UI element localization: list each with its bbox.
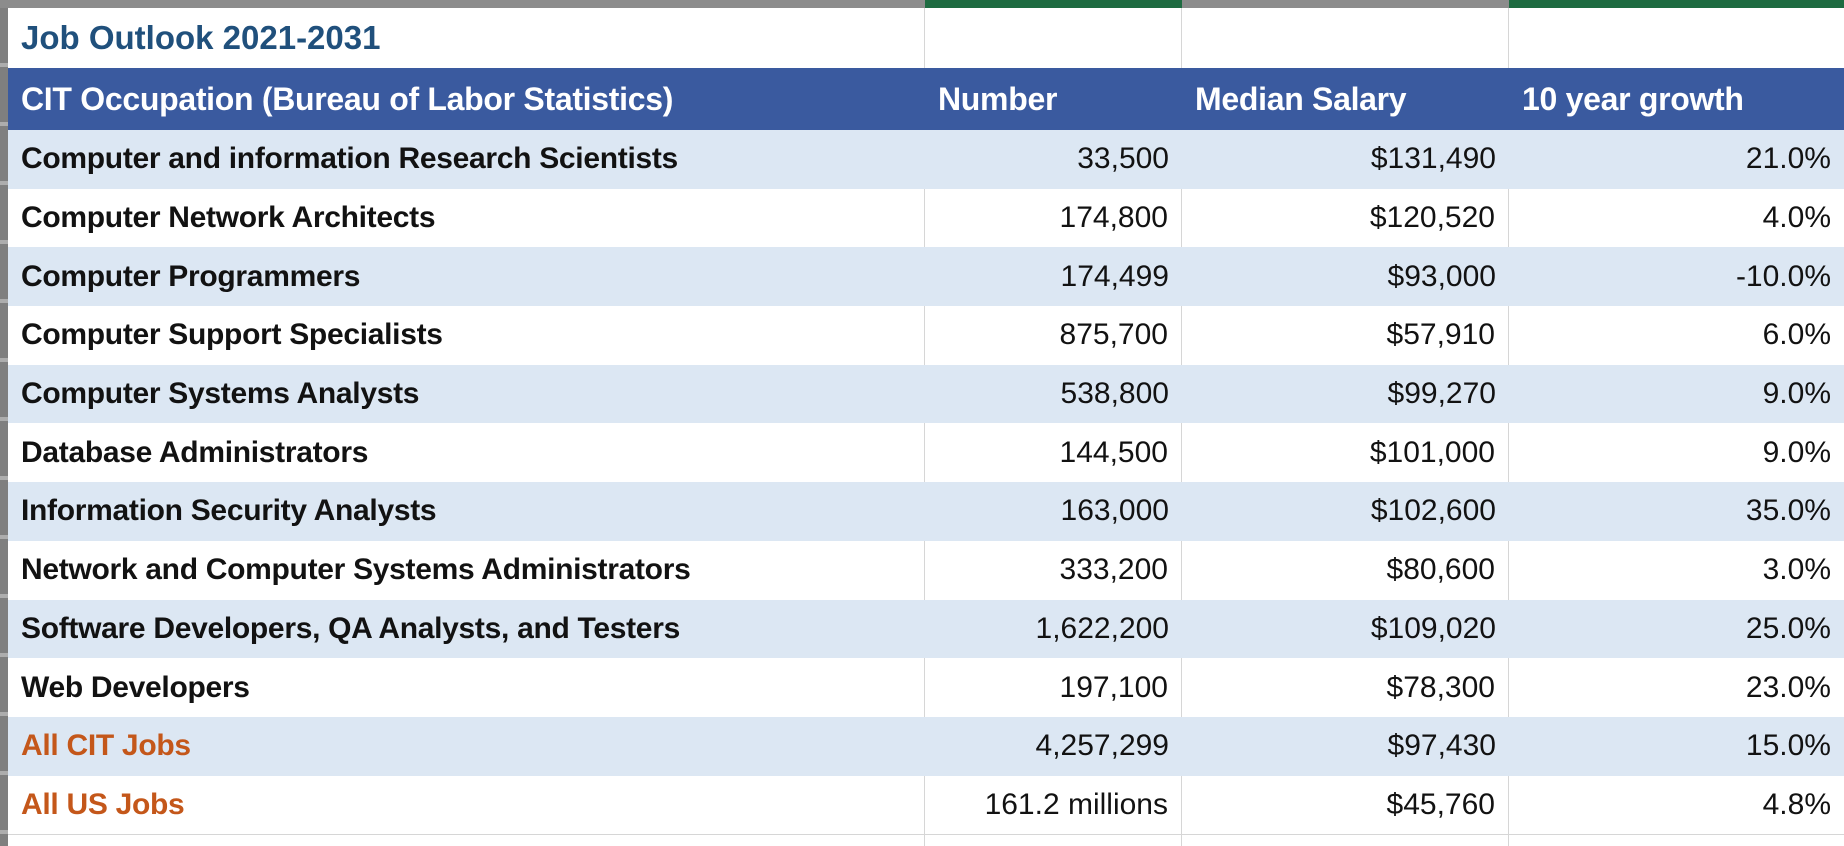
cell-median-salary[interactable]: $131,490	[1370, 142, 1496, 176]
table-row: Computer Systems Analysts 538,800 $99,270 9…	[8, 364, 1844, 424]
cell-number[interactable]: 875,700	[925, 306, 1182, 365]
cell-occupation[interactable]: Computer Support Specialists	[8, 306, 925, 365]
cell-growth[interactable]: 9.0%	[1762, 435, 1831, 469]
cell-occupation[interactable]: Computer Systems Analysts	[21, 377, 420, 411]
cell-growth[interactable]: 3.0%	[1762, 553, 1831, 587]
cell-median-salary[interactable]: $101,000	[1182, 423, 1509, 483]
table-row: Computer and information Research Scient…	[8, 130, 1844, 189]
cell-occupation[interactable]: Software Developers, QA Analysts, and Te…	[21, 611, 680, 645]
table-row: All CIT Jobs 4,257,299 $97,430 15.0%	[8, 716, 1844, 776]
cell-growth[interactable]: 4.8%	[1762, 787, 1831, 821]
cell-number[interactable]: 197,100	[925, 658, 1182, 717]
cell-number[interactable]: 538,800	[1060, 377, 1169, 411]
cell-occupation[interactable]: All US Jobs	[8, 775, 925, 835]
cell-median-salary[interactable]: $78,300	[1182, 658, 1509, 717]
cell-number[interactable]: 144,500	[925, 423, 1182, 483]
header-cell-number[interactable]: Number	[938, 80, 1058, 117]
cell-median-salary[interactable]: $93,000	[1387, 259, 1496, 293]
header-cell-growth[interactable]: 10 year growth	[1522, 80, 1744, 117]
top-strip-gray-segment	[0, 0, 925, 8]
table-row: Web Developers 197,100 $78,300 23.0%	[8, 658, 1844, 717]
cell-occupation[interactable]: Database Administrators	[8, 423, 925, 483]
top-strip-green-segment	[925, 0, 1182, 8]
cell-number[interactable]: 33,500	[1077, 142, 1169, 176]
cell-growth[interactable]: 6.0%	[1762, 318, 1831, 352]
table-row: Information Security Analysts 163,000 $102…	[8, 482, 1844, 541]
table-row: Network and Computer Systems Administrat…	[8, 540, 1844, 600]
cell-occupation[interactable]: All CIT Jobs	[21, 729, 191, 763]
sheet-title-cell[interactable]: Job Outlook 2021-2031	[8, 8, 925, 68]
empty-cell[interactable]	[925, 8, 1182, 68]
cell-growth[interactable]: 35.0%	[1745, 494, 1831, 528]
worksheet-grid: Job Outlook 2021-2031 CIT Occupation (Bu…	[8, 8, 1844, 846]
cell-occupation[interactable]: Network and Computer Systems Administrat…	[8, 540, 925, 600]
cell-growth[interactable]: 15.0%	[1745, 729, 1831, 763]
empty-cell[interactable]	[1182, 8, 1509, 68]
cell-occupation[interactable]: Computer Network Architects	[8, 188, 925, 248]
cell-occupation[interactable]: Web Developers	[8, 658, 925, 717]
cell-median-salary[interactable]: $80,600	[1182, 540, 1509, 600]
empty-cell	[1182, 835, 1509, 846]
cell-median-salary[interactable]: $120,520	[1182, 188, 1509, 248]
table-row: All US Jobs 161.2 millions $45,760 4.8%	[8, 775, 1844, 835]
cell-number[interactable]: 174,800	[925, 188, 1182, 248]
cell-median-salary[interactable]: $102,600	[1370, 494, 1496, 528]
cell-growth[interactable]: 4.0%	[1762, 201, 1831, 235]
top-strip-gray-segment	[1182, 0, 1509, 8]
table-row: Software Developers, QA Analysts, and Te…	[8, 599, 1844, 659]
cell-number[interactable]: 163,000	[1060, 494, 1169, 528]
cell-growth[interactable]: 9.0%	[1762, 377, 1831, 411]
cell-median-salary[interactable]: $99,270	[1387, 377, 1496, 411]
cell-occupation[interactable]: Computer Programmers	[21, 259, 361, 293]
table-row: Computer Programmers 174,499 $93,000 -10.0%	[8, 247, 1844, 307]
table-row: Computer Support Specialists 875,700 $57,9…	[8, 306, 1844, 365]
empty-cell[interactable]	[1509, 8, 1844, 68]
cell-median-salary[interactable]: $45,760	[1182, 775, 1509, 835]
cell-median-salary[interactable]: $109,020	[1370, 611, 1496, 645]
cell-median-salary[interactable]: $97,430	[1387, 729, 1496, 763]
cell-number[interactable]: 4,257,299	[1035, 729, 1169, 763]
cell-growth[interactable]: 25.0%	[1745, 611, 1831, 645]
header-cell-occupation[interactable]: CIT Occupation (Bureau of Labor Statisti…	[21, 80, 674, 117]
cell-number[interactable]: 1,622,200	[1035, 611, 1169, 645]
cell-occupation[interactable]: Information Security Analysts	[21, 494, 437, 528]
cell-number[interactable]: 161.2 millions	[925, 775, 1182, 835]
cell-occupation[interactable]: Computer and information Research Scient…	[21, 142, 678, 176]
cell-growth[interactable]: 23.0%	[1745, 670, 1831, 704]
cell-growth[interactable]: 21.0%	[1745, 142, 1831, 176]
title-row: Job Outlook 2021-2031	[8, 8, 1844, 68]
cell-median-salary[interactable]: $57,910	[1182, 306, 1509, 365]
bottom-partial-row	[8, 834, 1844, 846]
cell-growth[interactable]: -10.0%	[1735, 259, 1831, 293]
cropped-top-cells-strip	[0, 0, 1844, 8]
cell-number[interactable]: 333,200	[925, 540, 1182, 600]
row-header-gutter	[0, 8, 8, 846]
top-strip-green-segment	[1509, 0, 1844, 8]
empty-cell	[925, 835, 1182, 846]
empty-cell	[8, 835, 925, 846]
cell-number[interactable]: 174,499	[1060, 259, 1169, 293]
header-cell-median-salary[interactable]: Median Salary	[1195, 80, 1407, 117]
table-row: Computer Network Architects 174,800 $120,5…	[8, 188, 1844, 248]
empty-cell	[1509, 835, 1844, 846]
header-row: CIT Occupation (Bureau of Labor Statisti…	[8, 68, 1844, 130]
table-row: Database Administrators 144,500 $101,000 9.…	[8, 423, 1844, 483]
